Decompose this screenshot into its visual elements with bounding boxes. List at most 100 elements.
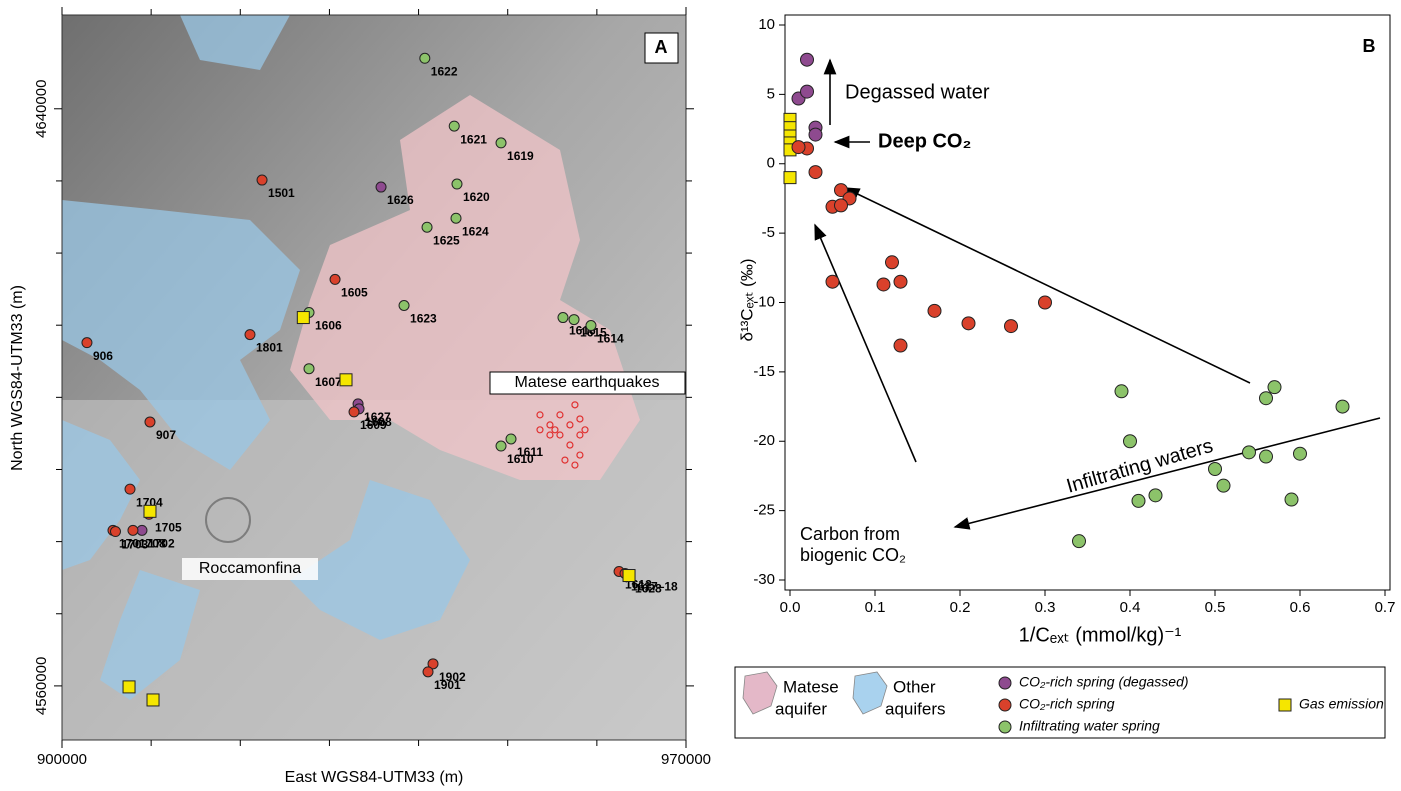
panel-label: B: [1363, 36, 1376, 56]
gas-marker: [147, 694, 159, 706]
point: [1294, 447, 1307, 460]
legend-label: aquifer: [775, 699, 827, 718]
point-label: 1708: [139, 537, 166, 551]
spring-marker: [125, 484, 135, 494]
point-label: 1620: [463, 190, 490, 204]
spring-marker: [128, 525, 138, 535]
y-tick-label: -30: [753, 571, 775, 588]
panel-label: A: [655, 37, 668, 57]
legend-label: Gas emission: [1299, 696, 1384, 712]
annotation: Carbon from: [800, 524, 900, 544]
annotation: Deep CO₂: [878, 130, 971, 152]
point: [1260, 450, 1273, 463]
legend-marker: [999, 677, 1011, 689]
gas-marker: [623, 570, 635, 582]
y-tick-label: 0: [767, 155, 775, 172]
point-label: 1609: [360, 418, 387, 432]
point-label: 1624: [462, 224, 489, 238]
point: [1268, 381, 1281, 394]
spring-marker: [452, 179, 462, 189]
point-label: 907: [156, 428, 176, 442]
spring-marker: [330, 274, 340, 284]
spring-marker: [245, 330, 255, 340]
point-label: 906: [93, 349, 113, 363]
point: [1039, 296, 1052, 309]
point: [1073, 535, 1086, 548]
point: [1260, 392, 1273, 405]
point-label: 1621: [460, 132, 487, 146]
gas-marker: [123, 681, 135, 693]
page: A East WGS84-UTM33 (m) North WGS84-UTM33…: [0, 0, 1401, 791]
spring-marker: [451, 213, 461, 223]
y-tick-label: 10: [758, 16, 775, 33]
gas-marker: [340, 374, 352, 386]
point-label: 1614: [597, 332, 624, 346]
legend-label: Infiltrating water spring: [1019, 718, 1160, 734]
spring-marker: [257, 175, 267, 185]
annotation: Degassed water: [845, 81, 990, 103]
spring-marker: [422, 222, 432, 232]
x-tick-label: 0.3: [1035, 599, 1056, 616]
point: [1132, 494, 1145, 507]
legend-label: aquifers: [885, 699, 945, 718]
point: [1149, 489, 1162, 502]
x-tick-label: 0.2: [950, 599, 971, 616]
point: [1336, 400, 1349, 413]
spring-marker: [145, 417, 155, 427]
point-label: 1623: [410, 312, 437, 326]
spring-marker: [496, 138, 506, 148]
x-tick-label: 0.6: [1290, 599, 1311, 616]
y-tick-label: -10: [753, 293, 775, 310]
annotation: biogenic CO₂: [800, 545, 906, 565]
gas-marker: [297, 312, 309, 324]
place-label: Roccamonfina: [199, 560, 301, 577]
point: [877, 278, 890, 291]
point: [1285, 493, 1298, 506]
spring-marker: [82, 338, 92, 348]
point: [928, 304, 941, 317]
x-tick-label: 0.0: [780, 599, 801, 616]
point: [1209, 463, 1222, 476]
x-axis-title: East WGS84-UTM33 (m): [285, 769, 464, 786]
spring-marker: [349, 407, 359, 417]
point: [809, 128, 822, 141]
point-label: 1501: [268, 186, 295, 200]
point-label: 1801: [256, 341, 283, 355]
spring-marker: [304, 364, 314, 374]
point: [809, 166, 822, 179]
y-tick-label: -25: [753, 502, 775, 519]
point: [1005, 320, 1018, 333]
y-tick-label: -20: [753, 432, 775, 449]
point-label: 1606: [315, 319, 342, 333]
point-label: 1622: [431, 64, 458, 78]
x-tick-label: 900000: [37, 751, 87, 768]
point-label: 1626: [387, 193, 414, 207]
point-label: 1628: [635, 582, 662, 596]
gas-marker: [144, 505, 156, 517]
y-tick-label: 5: [767, 85, 775, 102]
point: [1243, 446, 1256, 459]
point: [894, 339, 907, 352]
y-axis-title: North WGS84-UTM33 (m): [9, 285, 26, 471]
point: [886, 256, 899, 269]
x-tick-label: 0.5: [1205, 599, 1226, 616]
point-label: 1705: [155, 520, 182, 534]
spring-marker: [569, 315, 579, 325]
x-tick-label: 970000: [661, 751, 711, 768]
spring-marker: [376, 182, 386, 192]
spring-marker: [506, 434, 516, 444]
spring-marker: [496, 441, 506, 451]
legend-label: Matese: [783, 677, 839, 696]
legend-label: CO₂-rich spring (degassed): [1019, 674, 1189, 690]
legend-marker: [999, 699, 1011, 711]
legend-label: Other: [893, 677, 936, 696]
point: [801, 85, 814, 98]
spring-marker: [420, 53, 430, 63]
figure: A East WGS84-UTM33 (m) North WGS84-UTM33…: [0, 0, 1401, 786]
annotation: Matese earthquakes: [515, 374, 660, 391]
point: [792, 141, 805, 154]
point: [1124, 435, 1137, 448]
arrow: [955, 418, 1380, 527]
y-tick-label: -5: [762, 224, 775, 241]
point-label: 1611: [517, 445, 543, 459]
